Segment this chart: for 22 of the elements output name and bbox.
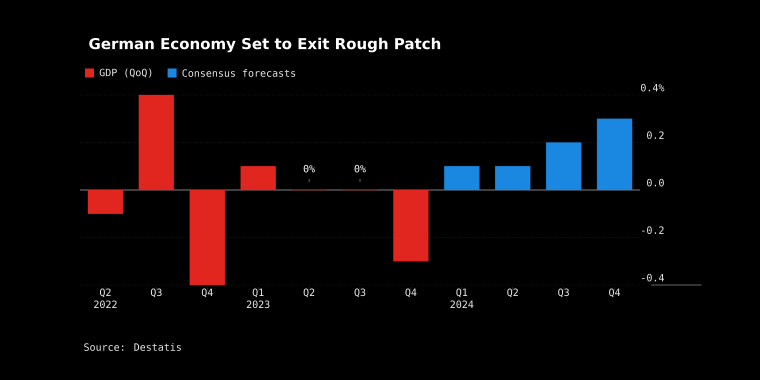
y-tick-label: -0.2	[642, 226, 664, 234]
y-tick-label: -0.4	[642, 274, 664, 282]
data-label: 0%	[304, 164, 315, 172]
x-tick-label: Q3	[558, 288, 569, 298]
x-tick-label: Q2	[507, 288, 518, 298]
data-label: 0%	[354, 164, 366, 172]
y-tick-label: 0.4%	[641, 84, 664, 92]
y-tick-label: 0.0	[647, 178, 664, 186]
x-tick-label: Q2	[304, 288, 314, 298]
x-tick-label: Q1 2024	[450, 288, 474, 308]
x-tick-label: Q3	[354, 288, 366, 298]
chart-title: German Economy Set to Exit Rough Patch	[89, 38, 440, 52]
x-tick-label: Q1 2023	[246, 288, 270, 308]
legend-label: Consensus forecasts	[182, 69, 296, 77]
y-tick-label: 0.2	[647, 131, 664, 139]
legend-label: GDP (QoQ)	[100, 68, 152, 78]
x-tick-label: Q3	[150, 288, 162, 298]
x-tick-label: Q4	[609, 288, 620, 298]
x-tick-label: Q4	[202, 288, 213, 298]
x-tick-label: Q4	[405, 288, 416, 298]
source-note: Source: Destatis	[84, 343, 181, 351]
x-tick-label: Q2 2022	[94, 288, 117, 308]
